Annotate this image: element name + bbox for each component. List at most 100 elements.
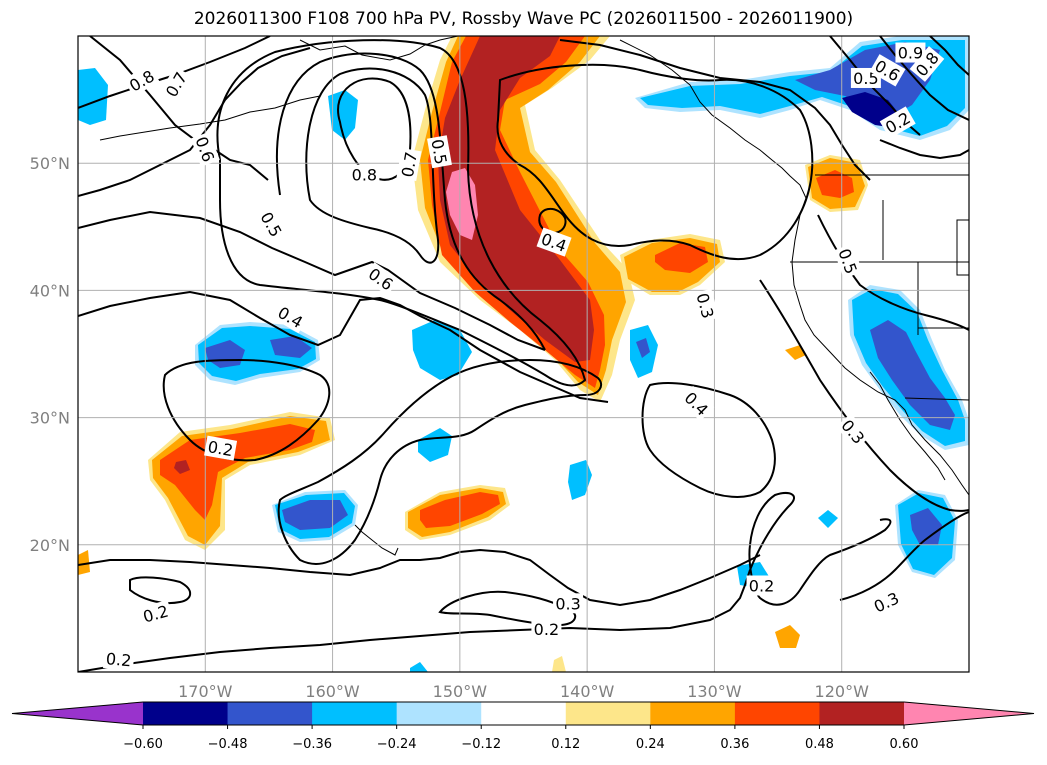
colorbar-tick-label: −0.48	[208, 737, 248, 752]
contour-0.6-outer	[78, 47, 311, 197]
contour-label-bg	[909, 46, 945, 82]
colorbar-segment	[734, 702, 820, 725]
positive-anomaly-patch-small-1	[785, 345, 806, 360]
contour-label-bg	[102, 648, 135, 671]
colorbar-segment	[650, 702, 736, 725]
coastline-panhandle	[619, 39, 807, 199]
colorbar-tick-label: 0.12	[551, 737, 580, 752]
coastline-west-coast	[791, 197, 969, 496]
negative-anomaly-patch-mexico	[895, 490, 958, 578]
lon-tick-label: 140°W	[560, 682, 615, 701]
contour-label-bg	[746, 575, 777, 596]
latitude-axis: 50°N 40°N 30°N 20°N	[30, 154, 70, 555]
lat-tick-label: 20°N	[30, 536, 70, 555]
lon-tick-label: 150°W	[433, 682, 488, 701]
contour-label-bg	[678, 385, 715, 422]
contour-label: 0.2	[206, 437, 234, 460]
contour-0.3-east	[759, 279, 969, 512]
lon-tick-label: 130°W	[687, 682, 742, 701]
colorbar-tick-label: −0.60	[123, 737, 163, 752]
contour-label-bg	[349, 164, 380, 185]
contour-0.6-ne	[879, 36, 969, 121]
contour-label: 0.9	[898, 44, 923, 63]
map-frame	[77, 35, 970, 673]
contour-label-bg	[123, 64, 160, 97]
contour-label: 0.5	[427, 138, 450, 166]
colorbar-segment	[481, 702, 567, 725]
positive-anomaly-patch-central	[405, 485, 510, 540]
contour-label-bg	[255, 206, 288, 243]
contour-label-bg	[833, 243, 863, 279]
contour-label: 0.2	[749, 577, 774, 596]
map-title: 2026011300 F108 700 hPa PV, Rossby Wave …	[193, 9, 854, 29]
border-us-mexico	[904, 397, 969, 401]
negative-anomaly-patch-small-4	[818, 510, 838, 528]
colorbar-tick-label: −0.12	[461, 737, 501, 752]
negative-anomaly-patch-central-east	[630, 325, 658, 378]
coastline-layer	[99, 36, 969, 556]
contour-0.5-bc	[817, 214, 969, 331]
pv-anomaly-fill-layer	[78, 36, 969, 672]
contour-0.3-far-se	[839, 511, 969, 601]
contour-label: 0.3	[555, 594, 580, 613]
lon-tick-label: 160°W	[305, 682, 360, 701]
colorbar-tick-label: 0.24	[636, 737, 665, 752]
lat-tick-label: 40°N	[30, 281, 70, 300]
contour-label-bg	[396, 147, 422, 181]
contour-0.2-south-loop	[129, 576, 192, 604]
contour-0.8-ne	[929, 36, 969, 76]
positive-anomaly-patch-small-4	[552, 656, 566, 672]
negative-anomaly-patch-small-1	[418, 428, 452, 462]
colorbar-segment	[143, 702, 229, 725]
colorbar-segment	[819, 702, 905, 725]
colorbar-tick-label: −0.36	[292, 737, 332, 752]
contour-label-bg	[895, 42, 926, 63]
colorbar-segment	[396, 702, 482, 725]
contour-label-bg	[427, 135, 452, 169]
contour-label: 0.8	[352, 166, 377, 185]
negative-anomaly-patch-hawaii	[272, 490, 358, 542]
map-gridlines	[78, 36, 969, 672]
colorbar-segment	[227, 702, 313, 725]
colorbar: −0.60 −0.48 −0.36 −0.24 −0.12 0.12 0.24 0.36 0.4…	[11, 701, 1035, 752]
contour-label-layer: 0.8 0.70.60.50.8 0.7 0.50.60.40.40.20.20.20…	[102, 42, 945, 671]
contour-label-bg	[868, 586, 905, 618]
contour-label-bg	[879, 106, 916, 139]
contour-0.2-bottom	[78, 569, 751, 672]
negative-anomaly-patch-n-pacific-2	[328, 90, 358, 140]
longitude-axis: 170°W 160°W 150°W 140°W 130°W 120°W	[178, 682, 869, 701]
coastline-alaska	[299, 36, 459, 61]
lat-tick-label: 30°N	[30, 409, 70, 428]
contour-label-bg	[138, 599, 173, 628]
contour-0.5-trough	[216, 39, 587, 387]
contour-label: 0.7	[398, 150, 421, 178]
contour-0.3-mid	[559, 39, 871, 181]
negative-anomaly-patch-west-pacific	[195, 322, 320, 385]
contour-label-bg	[553, 593, 584, 614]
contour-label-bg	[835, 413, 871, 450]
positive-anomaly-patch-pnw	[805, 155, 868, 212]
lon-tick-label: 120°W	[815, 682, 870, 701]
contour-label-bg	[536, 227, 572, 257]
contour-label: 0.2	[105, 649, 132, 670]
colorbar-tick-label: 0.60	[890, 737, 919, 752]
positive-anomaly-patch-small-3	[78, 550, 90, 575]
colorbar-extend-min	[12, 702, 143, 725]
contour-label: 0.2	[534, 620, 559, 639]
contour-0.3-se-loop	[438, 590, 577, 627]
colorbar-tick-label: 0.48	[805, 737, 834, 752]
pv-contour-layer	[78, 36, 969, 672]
contour-0.7-loop	[305, 67, 440, 264]
contour-0.4-east	[641, 382, 776, 498]
positive-anomaly-patch-small-2	[775, 625, 800, 648]
contour-label-bg	[691, 288, 720, 323]
contour-0.5-outer	[78, 210, 546, 351]
contour-label-bg	[159, 66, 193, 103]
colorbar-tick-label: 0.36	[720, 737, 749, 752]
negative-anomaly-patch-small-5	[410, 662, 428, 672]
lat-tick-label: 50°N	[30, 154, 70, 173]
negative-anomaly-patch-small-2	[568, 460, 592, 500]
lon-tick-label: 170°W	[178, 682, 233, 701]
contour-label-bg	[869, 54, 906, 87]
colorbar-segment	[565, 702, 651, 725]
